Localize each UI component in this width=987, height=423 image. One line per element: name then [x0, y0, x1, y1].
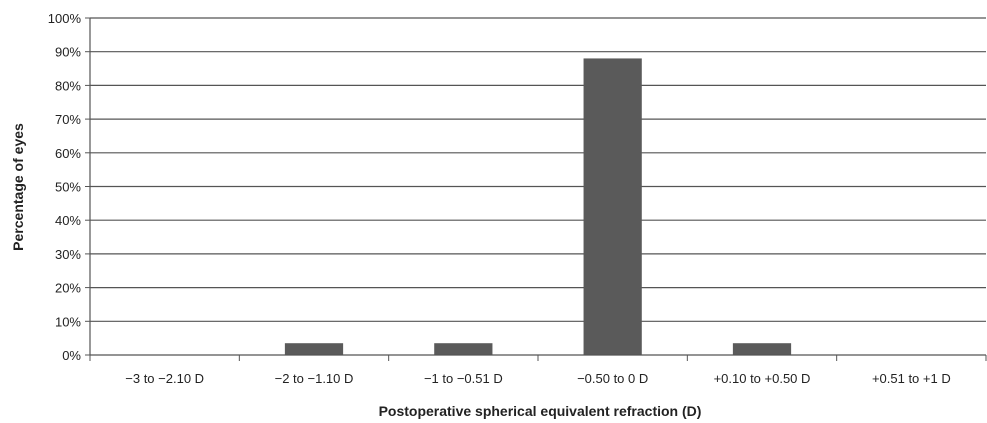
y-tick-label: 10%	[55, 314, 81, 329]
bar	[583, 58, 642, 355]
y-tick-label: 30%	[55, 247, 81, 262]
x-tick-label: +0.10 to +0.50 D	[714, 371, 811, 386]
y-tick-label: 90%	[55, 45, 81, 60]
y-tick-label: 40%	[55, 213, 81, 228]
x-tick-label: +0.51 to +1 D	[872, 371, 951, 386]
x-tick-label: −2 to −1.10 D	[275, 371, 354, 386]
x-axis-title: Postoperative spherical equivalent refra…	[379, 403, 702, 419]
y-tick-label: 70%	[55, 112, 81, 127]
grid-lines	[90, 17, 986, 322]
bar	[434, 343, 493, 355]
x-tick-labels: −3 to −2.10 D −2 to −1.10 D −1 to −0.51 D −…	[125, 371, 950, 386]
y-tick-labels: 0% 10% 20% 30% 40% 50% 60% 70% 80% 90% 100%	[48, 11, 90, 363]
x-tick-label: −1 to −0.51 D	[424, 371, 503, 386]
bar	[732, 343, 792, 355]
y-tick-label: 60%	[55, 146, 81, 161]
y-tick-label: 50%	[55, 180, 81, 195]
y-tick-label: 0%	[62, 348, 81, 363]
y-tick-label: 20%	[55, 281, 81, 296]
y-tick-label: 80%	[55, 78, 81, 93]
bars	[284, 58, 792, 355]
bar	[284, 343, 344, 355]
x-tick-label: −3 to −2.10 D	[125, 371, 204, 386]
axes	[89, 18, 987, 361]
y-axis-title: Percentage of eyes	[10, 123, 26, 251]
y-tick-label: 100%	[48, 11, 82, 26]
x-tick-label: −0.50 to 0 D	[577, 371, 648, 386]
